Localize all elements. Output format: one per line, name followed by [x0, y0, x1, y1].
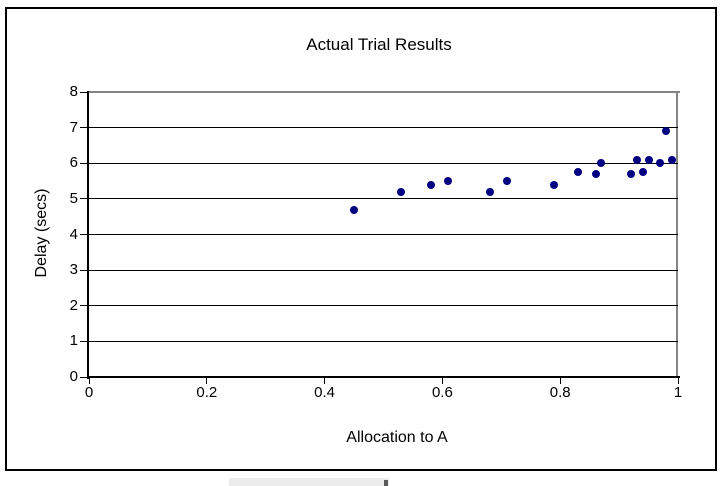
y-tick-5 [80, 198, 88, 200]
y-tick-label: 2 [69, 296, 78, 314]
data-point [632, 155, 641, 164]
x-tick-0.2 [206, 378, 208, 384]
gridline-y-6 [89, 162, 678, 164]
y-tick-label: 7 [69, 118, 78, 136]
x-tick-label: 0 [84, 384, 94, 401]
y-tick-label: 4 [69, 225, 78, 243]
y-tick-label: 0 [69, 368, 78, 385]
gridline-y-4 [89, 234, 678, 235]
x-tick-label: 0.6 [431, 384, 453, 401]
data-point [638, 168, 647, 177]
data-point [668, 155, 677, 164]
data-point [397, 187, 406, 196]
y-tick-label: 8 [69, 83, 78, 100]
y-tick-8 [80, 91, 88, 93]
plot-border-top [89, 91, 680, 93]
y-tick-7 [80, 127, 88, 129]
y-axis-line [87, 91, 89, 379]
chart-frame: Actual Trial Results Allocation to A [5, 7, 717, 471]
gridline-y-7 [89, 127, 678, 129]
y-tick-6 [80, 162, 88, 164]
data-point [597, 159, 606, 168]
data-point [644, 155, 653, 164]
horizontal-scrollbar[interactable] [229, 478, 389, 486]
x-tick-0 [88, 378, 90, 384]
data-point [350, 205, 359, 214]
y-axis-title: Delay (secs) [33, 188, 50, 278]
gridline-y-3 [89, 269, 678, 271]
scrollbar-thumb-mark[interactable] [384, 480, 388, 486]
plot-area: 0 1 2 3 4 5 6 7 8 0 0.2 0.4 0.6 0.8 1 [70, 83, 683, 401]
y-tick-4 [80, 234, 88, 235]
gridline-y-5 [89, 198, 678, 200]
x-tick-label: 0.2 [196, 384, 218, 401]
y-tick-label: 5 [69, 189, 78, 207]
y-tick-label: 3 [69, 261, 78, 279]
x-tick-label: 0.4 [314, 384, 336, 401]
y-tick-0 [80, 376, 88, 378]
data-point [573, 168, 582, 177]
x-tick-0.4 [324, 378, 326, 384]
x-tick-0.8 [559, 378, 561, 384]
y-tick-label: 1 [69, 332, 78, 350]
x-tick-1 [677, 378, 679, 384]
x-tick-0.6 [441, 378, 443, 384]
data-point [662, 127, 671, 136]
data-point [503, 177, 512, 186]
data-point [444, 177, 453, 186]
gridline-y-2 [89, 305, 678, 307]
x-axis-title: Allocation to A [346, 429, 448, 446]
y-tick-1 [80, 340, 88, 342]
data-point [591, 169, 600, 178]
y-tick-2 [80, 305, 88, 307]
x-axis-line [87, 376, 680, 378]
data-point [626, 169, 635, 178]
x-tick-label: 1 [673, 384, 683, 401]
data-point [656, 159, 665, 168]
data-point [426, 180, 435, 189]
y-tick-3 [80, 269, 88, 271]
chart-title: Actual Trial Results [306, 35, 452, 54]
x-tick-label: 0.8 [549, 384, 571, 401]
data-point [485, 187, 494, 196]
data-point [550, 180, 559, 189]
y-tick-label: 6 [69, 154, 78, 172]
gridline-y-1 [89, 340, 678, 342]
